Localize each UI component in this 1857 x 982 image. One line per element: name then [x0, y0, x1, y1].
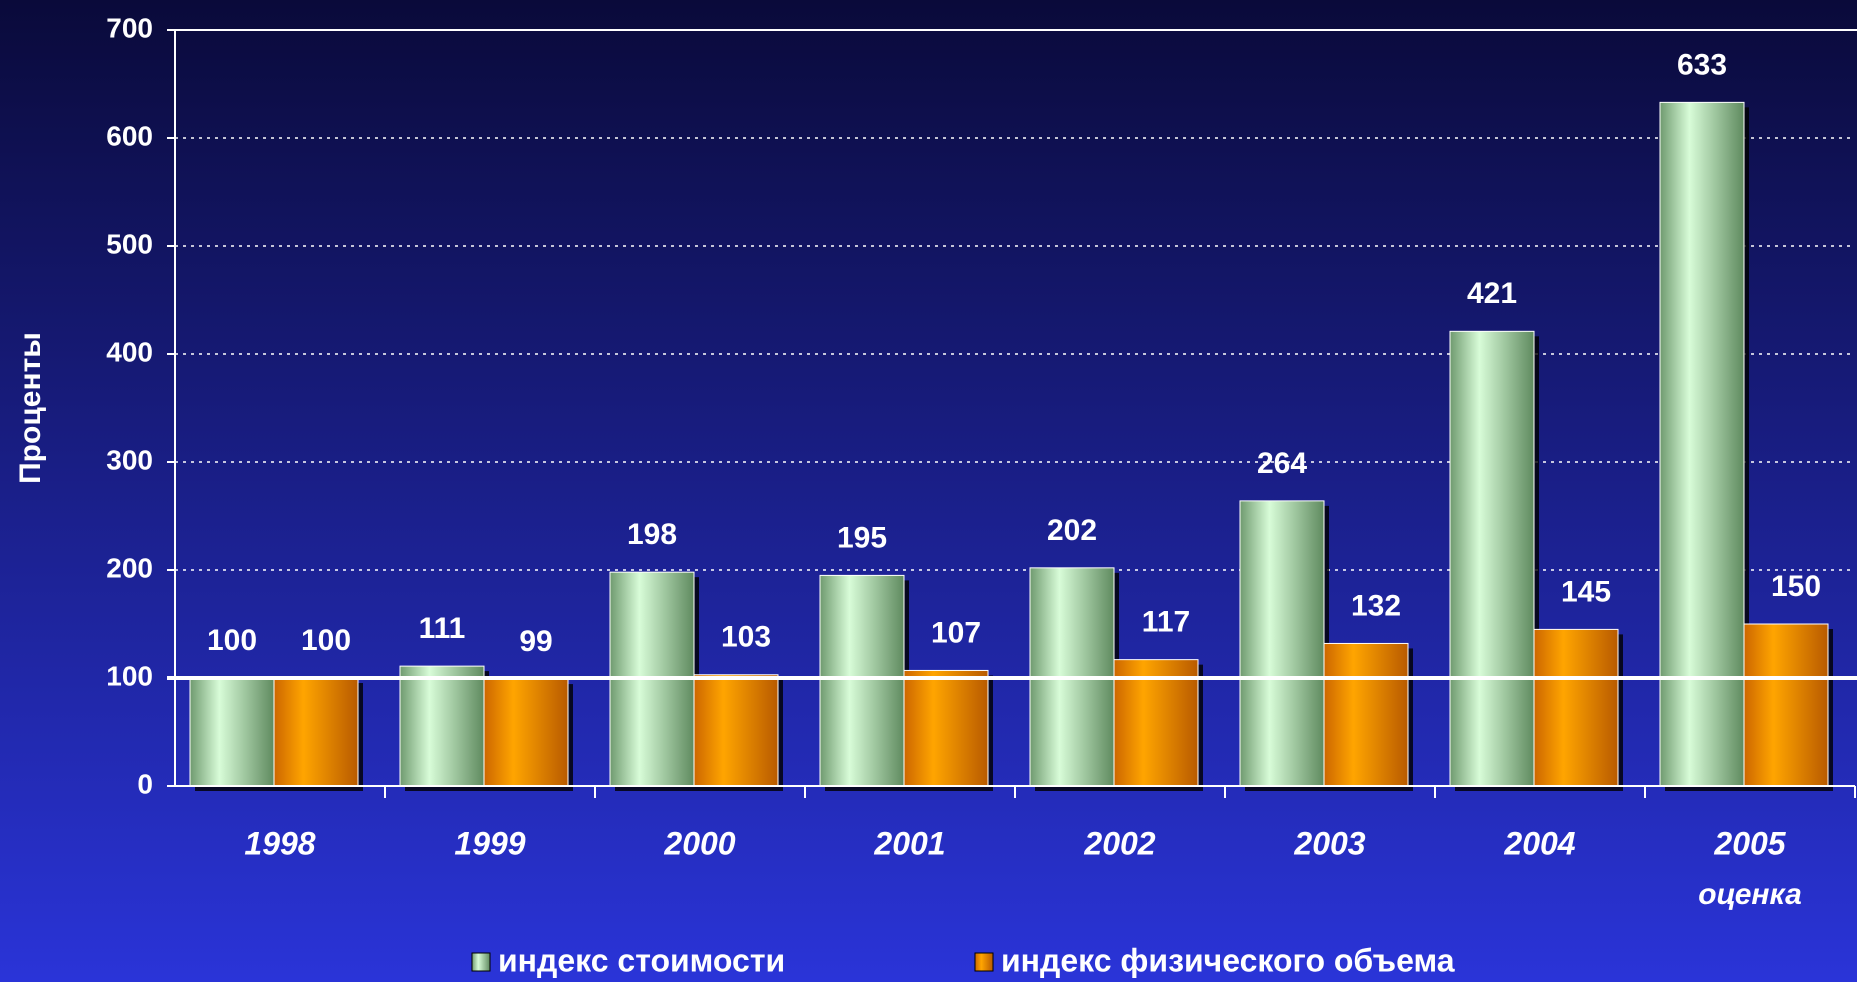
- x-tick-label: 2005: [1713, 825, 1786, 861]
- x-tick-label: 2003: [1293, 825, 1365, 861]
- bar: [483, 678, 569, 787]
- y-tick-label: 700: [106, 12, 153, 43]
- bar: [399, 665, 485, 787]
- bar: [1449, 330, 1535, 787]
- data-label: 99: [519, 625, 552, 658]
- y-tick-label: 100: [106, 660, 153, 691]
- bar: [1743, 623, 1829, 787]
- y-axis-label: Проценты: [14, 332, 47, 484]
- data-label: 195: [837, 521, 887, 554]
- legend-label: индекс физического объема: [1001, 942, 1455, 978]
- data-label: 633: [1677, 48, 1727, 81]
- x-tick-label: 1999: [454, 825, 525, 861]
- category-annotation: оценка: [1698, 878, 1802, 911]
- data-label: 107: [931, 616, 981, 649]
- bar: [693, 674, 779, 787]
- x-tick-label: 2000: [663, 825, 735, 861]
- data-label: 421: [1467, 277, 1517, 310]
- bar: [903, 669, 989, 787]
- data-label: 132: [1351, 589, 1401, 622]
- bar: [1323, 642, 1409, 787]
- legend-label: индекс стоимости: [498, 942, 785, 978]
- data-label: 198: [627, 518, 677, 551]
- data-label: 100: [207, 624, 257, 657]
- x-tick-label: 2001: [873, 825, 945, 861]
- y-tick-label: 200: [106, 552, 153, 583]
- y-tick-label: 0: [137, 768, 153, 799]
- y-tick-label: 500: [106, 228, 153, 259]
- data-label: 117: [1142, 606, 1190, 639]
- y-tick-label: 600: [106, 120, 153, 151]
- bar: [1113, 659, 1199, 787]
- bar: [1533, 628, 1619, 787]
- data-label: 202: [1047, 514, 1097, 547]
- bar: [189, 677, 275, 787]
- x-tick-label: 2002: [1083, 825, 1155, 861]
- bar: [1239, 500, 1325, 787]
- data-label: 264: [1257, 447, 1307, 480]
- legend-swatch: [974, 952, 994, 972]
- x-tick-label: 1998: [244, 825, 315, 861]
- bar: [1659, 101, 1745, 787]
- data-label: 111: [419, 612, 466, 645]
- bar: [819, 574, 905, 787]
- data-label: 103: [721, 621, 771, 654]
- y-tick-label: 300: [106, 444, 153, 475]
- legend-swatch: [471, 952, 491, 972]
- x-tick-label: 2004: [1503, 825, 1575, 861]
- data-label: 150: [1771, 570, 1821, 603]
- bar: [273, 677, 359, 787]
- y-tick-label: 400: [106, 336, 153, 367]
- data-label: 100: [301, 624, 351, 657]
- data-label: 145: [1561, 575, 1611, 608]
